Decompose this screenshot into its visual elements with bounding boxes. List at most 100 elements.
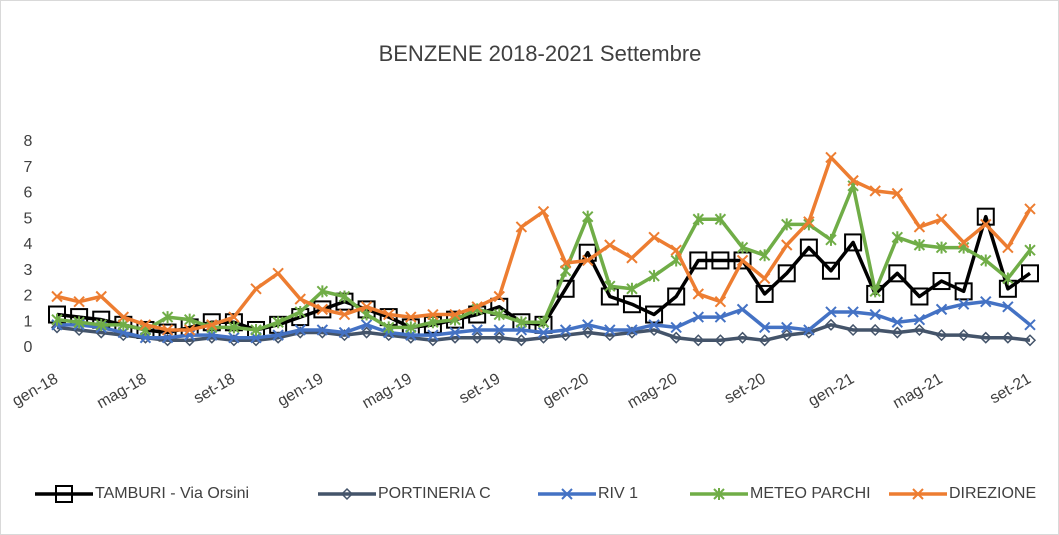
y-tick-label: 2	[24, 288, 33, 305]
marker	[913, 313, 926, 326]
legend-label: PORTINERIA C	[378, 485, 491, 502]
marker	[161, 311, 174, 324]
marker	[183, 324, 196, 336]
marker	[73, 295, 85, 308]
marker	[626, 252, 638, 264]
marker	[515, 316, 528, 329]
marker	[980, 254, 992, 267]
marker	[581, 326, 594, 339]
marker	[670, 321, 682, 334]
marker	[537, 316, 550, 329]
marker	[869, 308, 881, 321]
marker	[935, 241, 948, 254]
marker	[626, 282, 638, 295]
marker	[73, 316, 85, 329]
marker	[670, 331, 683, 344]
legend-label: RIV 1	[598, 485, 638, 502]
marker	[471, 301, 483, 313]
marker	[799, 238, 818, 257]
marker	[294, 293, 306, 305]
marker	[980, 295, 992, 308]
marker	[869, 285, 881, 298]
marker	[781, 218, 793, 231]
marker	[1023, 334, 1037, 347]
marker	[561, 488, 573, 500]
marker	[449, 326, 461, 339]
marker	[736, 254, 749, 267]
marker	[1002, 301, 1014, 313]
y-tick-label: 4	[24, 236, 33, 253]
legend-label: METEO PARCHI	[750, 485, 871, 502]
marker	[891, 231, 904, 244]
marker	[781, 321, 793, 334]
marker	[935, 329, 948, 342]
marker	[714, 213, 727, 226]
y-tick-label: 1	[24, 313, 33, 330]
marker	[648, 231, 660, 243]
marker	[935, 213, 948, 225]
marker	[667, 287, 686, 306]
marker	[713, 488, 725, 500]
marker	[888, 264, 907, 283]
marker	[515, 221, 528, 233]
marker	[626, 324, 638, 336]
marker	[648, 319, 660, 331]
marker	[250, 323, 262, 336]
marker	[891, 326, 904, 339]
marker	[294, 324, 306, 336]
marker	[935, 303, 948, 316]
marker	[781, 239, 793, 251]
marker	[1021, 264, 1039, 283]
marker	[228, 321, 240, 334]
chart-title: BENZENE 2018-2021 Settembre	[379, 41, 702, 66]
marker	[206, 319, 218, 331]
marker	[537, 326, 550, 339]
y-tick-label: 6	[24, 185, 33, 202]
marker	[161, 324, 174, 336]
marker	[1002, 272, 1014, 285]
marker	[736, 331, 749, 344]
marker	[471, 324, 483, 336]
marker	[622, 295, 641, 314]
marker	[604, 324, 616, 336]
marker	[891, 316, 904, 328]
marker	[714, 334, 727, 347]
marker	[758, 334, 771, 347]
marker	[604, 280, 616, 293]
marker	[980, 218, 992, 231]
marker	[228, 331, 240, 344]
marker	[340, 487, 354, 501]
marker	[559, 257, 572, 269]
marker	[338, 308, 351, 321]
marker	[758, 249, 771, 262]
marker	[803, 216, 815, 228]
marker	[117, 311, 130, 323]
marker	[183, 313, 196, 326]
marker	[847, 174, 859, 187]
marker	[932, 272, 951, 291]
marker	[1024, 244, 1036, 257]
marker	[869, 323, 882, 337]
marker	[1024, 203, 1036, 215]
marker	[692, 288, 705, 300]
marker	[844, 233, 863, 252]
marker	[272, 267, 284, 280]
marker	[913, 323, 926, 337]
marker	[758, 272, 771, 285]
marker	[493, 324, 505, 336]
marker	[382, 308, 395, 321]
y-tick-label: 0	[24, 339, 33, 356]
marker	[471, 331, 484, 344]
marker	[604, 239, 616, 251]
marker	[670, 244, 682, 256]
marker	[360, 319, 373, 331]
marker	[51, 290, 63, 303]
legend-label: DIREZIONE	[949, 485, 1036, 502]
y-tick-label: 5	[24, 210, 33, 227]
marker	[449, 308, 461, 321]
marker	[755, 284, 774, 303]
marker	[847, 306, 859, 318]
marker	[338, 326, 351, 339]
marker	[313, 300, 332, 319]
